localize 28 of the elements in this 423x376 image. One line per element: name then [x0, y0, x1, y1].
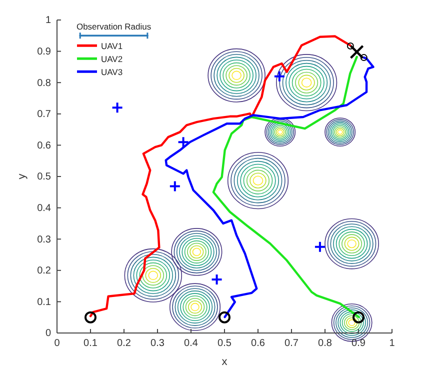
series-label: Observation Radius: [76, 22, 152, 32]
y-tick-label: 0.6: [37, 140, 52, 152]
x-tick-label: 0: [54, 338, 60, 350]
y-tick-label: 0.8: [37, 78, 52, 89]
y-tick-label: 0.1: [37, 296, 52, 308]
x-tick-label: 0.9: [352, 338, 366, 350]
x-tick-label: 0.4: [184, 338, 198, 350]
x-tick-label: 0.6: [251, 338, 266, 350]
x-tick-label: 0.2: [117, 338, 132, 350]
x-tick-label: 0.8: [318, 338, 332, 350]
y-tick-label: 0: [45, 328, 52, 340]
legend-label: UAV2: [101, 54, 123, 64]
x-tick-label: 0.7: [284, 338, 299, 350]
y-tick-label: 0.3: [37, 234, 52, 246]
x-axis-title: x: [222, 356, 228, 368]
x-tick-label: 0.1: [84, 338, 98, 350]
legend-label: UAV3: [101, 67, 123, 78]
y-tick-label: 0.5: [37, 172, 52, 183]
y-tick-label: 1: [45, 15, 52, 26]
y-tick-label: 0.9: [37, 46, 52, 58]
y-tick-label: 0.7: [37, 109, 52, 120]
y-axis-title: y: [16, 173, 28, 180]
legend-label: UAV1: [101, 41, 123, 52]
y-tick-label: 0.4: [37, 203, 52, 214]
x-tick-label: 0.3: [150, 338, 165, 350]
y-tick-label: 0.2: [37, 266, 52, 277]
x-tick-label: 1: [389, 338, 396, 350]
x-tick-label: 0.5: [218, 338, 232, 350]
